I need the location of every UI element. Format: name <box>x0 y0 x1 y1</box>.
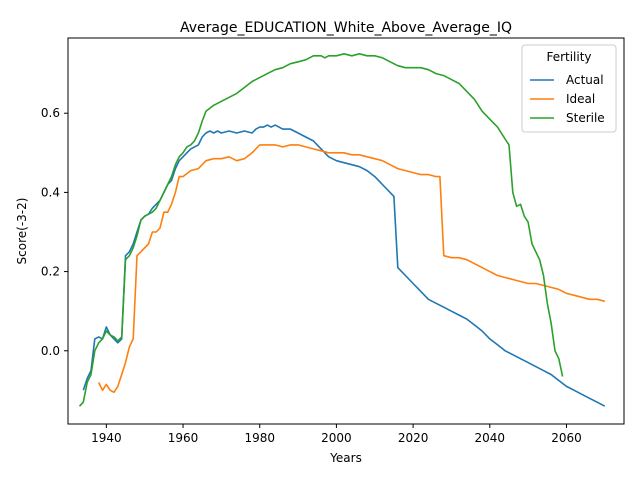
legend-entries: Actual Ideal Sterile <box>530 73 605 125</box>
x-tick-label: 1940 <box>91 431 122 445</box>
legend: Fertility Actual Ideal Sterile <box>521 44 617 133</box>
legend-label-actual: Actual <box>566 73 604 87</box>
y-tick-label: 0.2 <box>41 265 60 279</box>
series-line-sterile <box>78 52 564 407</box>
y-axis-ticks: 0.0 0.2 0.4 0.6 <box>41 106 68 358</box>
legend-title: Fertility <box>546 50 591 64</box>
axes-frame <box>67 37 625 425</box>
chart-title: Average_EDUCATION_White_Above_Average_IQ <box>180 20 512 36</box>
y-tick-label: 0.6 <box>41 106 60 120</box>
series-layer <box>78 52 606 407</box>
legend-label-ideal: Ideal <box>566 92 595 106</box>
y-tick-label: 0.4 <box>41 185 60 199</box>
y-tick-label: 0.0 <box>41 344 60 358</box>
y-axis-label: Score(-3-2) <box>15 198 29 265</box>
x-tick-label: 1960 <box>168 431 199 445</box>
x-axis-ticks: 1940 1960 1980 2000 2020 2040 2060 <box>91 424 582 445</box>
x-axis-label: Years <box>329 451 362 465</box>
x-tick-label: 2000 <box>321 431 352 445</box>
x-tick-label: 2020 <box>398 431 429 445</box>
legend-box <box>521 44 617 133</box>
plot-area <box>67 37 625 425</box>
x-tick-label: 2040 <box>475 431 506 445</box>
x-tick-label: 2060 <box>551 431 582 445</box>
x-tick-label: 1980 <box>244 431 275 445</box>
legend-label-sterile: Sterile <box>566 111 605 125</box>
series-line-ideal <box>97 144 606 394</box>
